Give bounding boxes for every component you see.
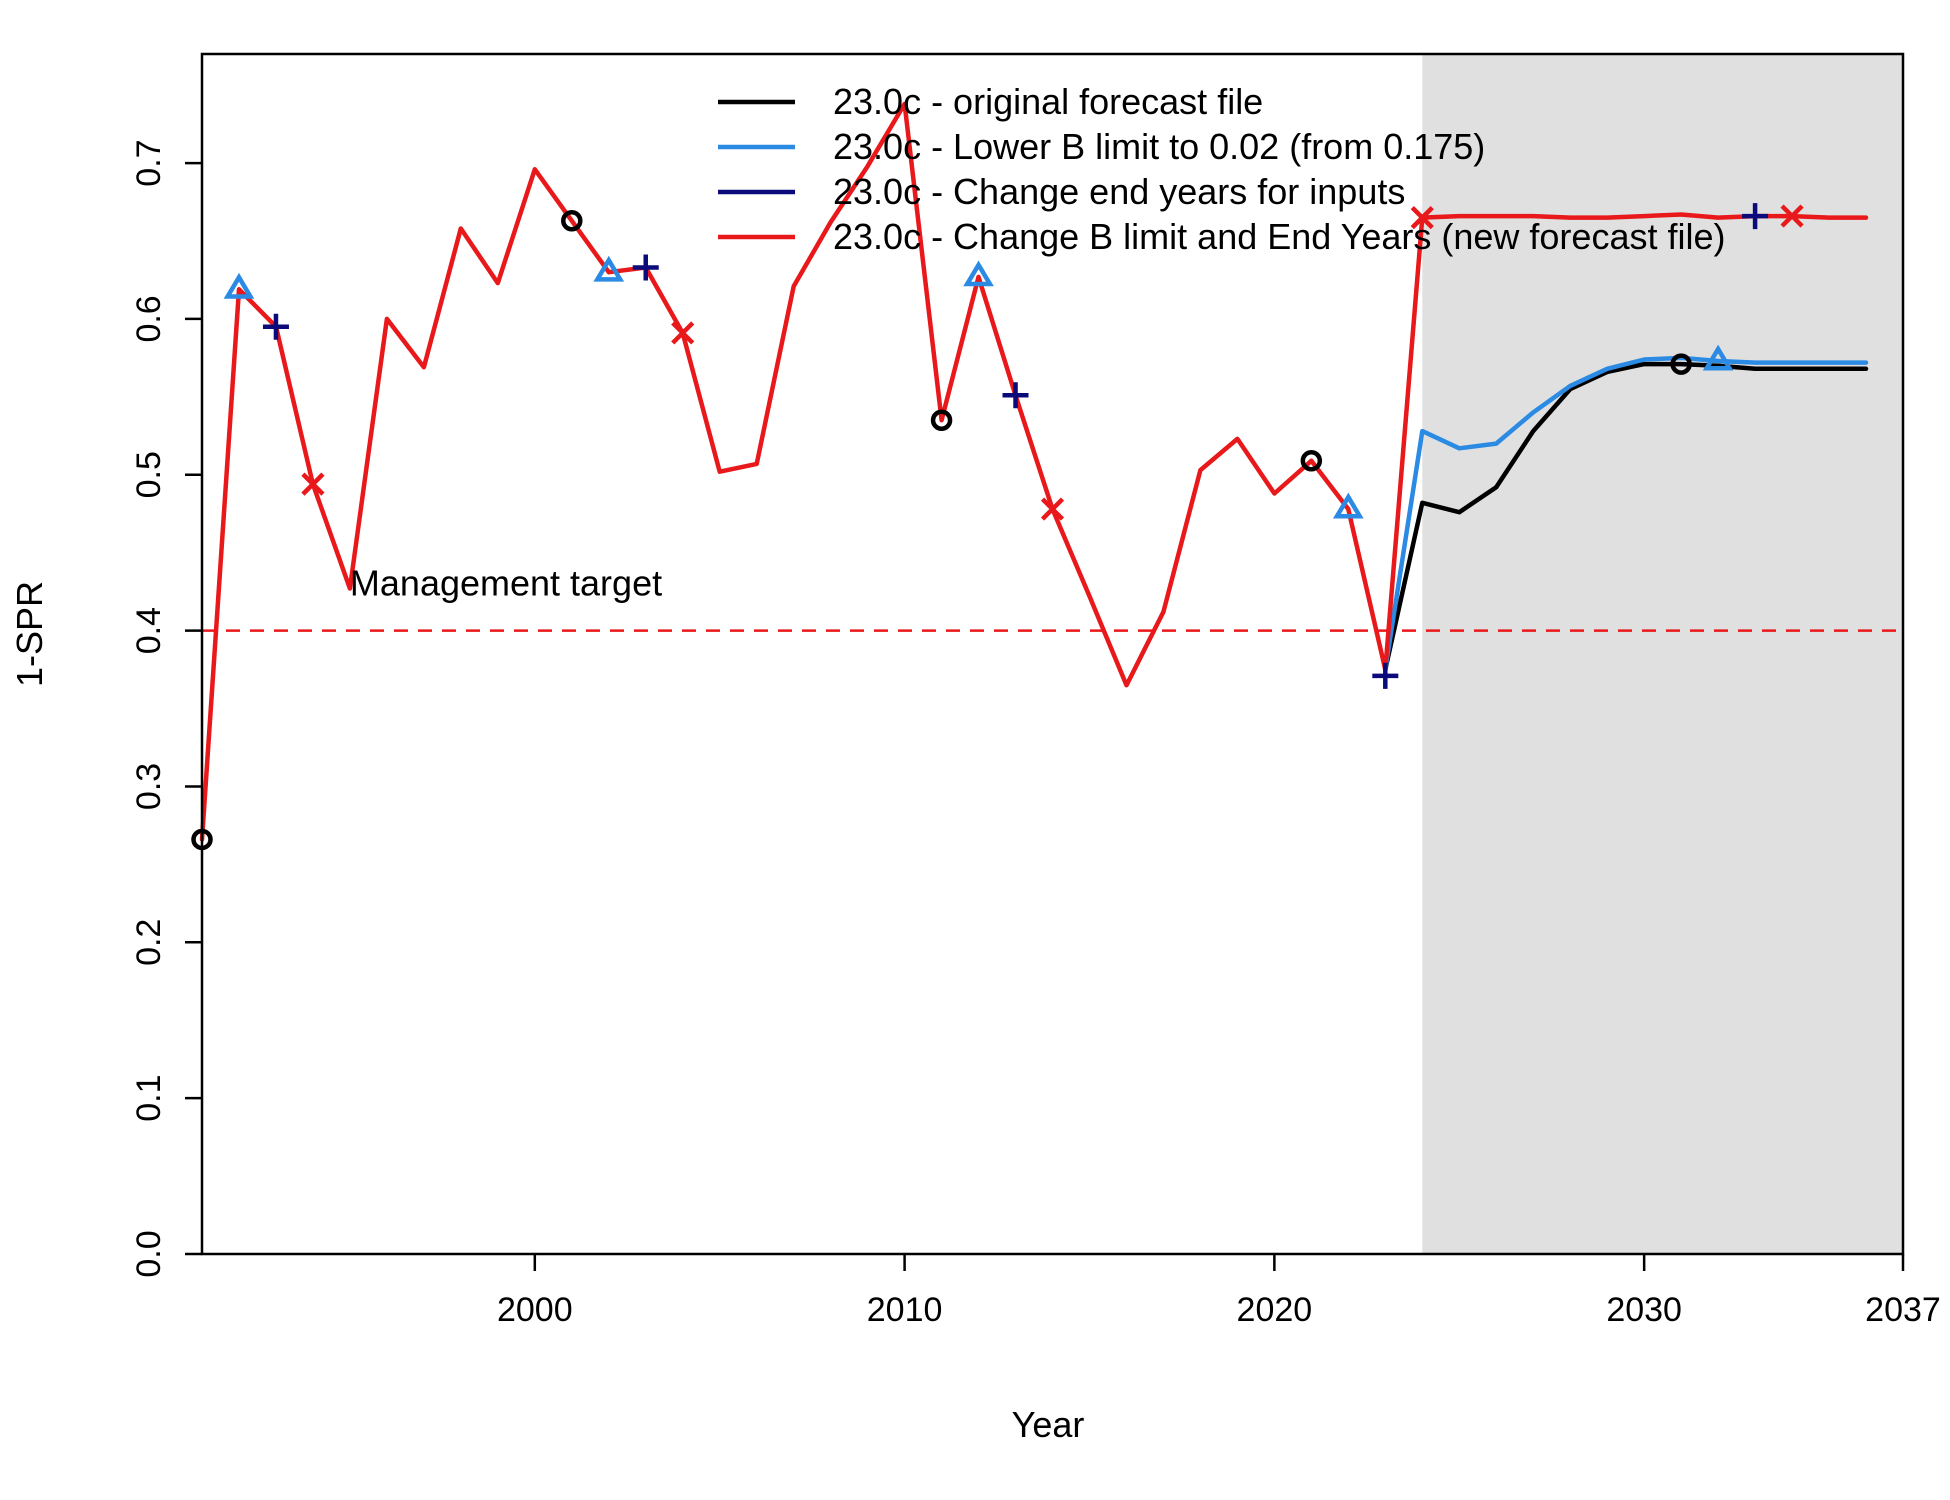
x-tick-label-4: 2030 (1606, 1291, 1682, 1329)
series-3-marker-4 (1372, 662, 1399, 689)
series-line-4 (199, 101, 1869, 842)
series-2-marker-5 (1702, 344, 1734, 371)
x-tick-label-5: 2037 (1865, 1291, 1941, 1329)
y-tick-label-2: 0.1 (130, 1075, 168, 1122)
series-2-marker-4 (1332, 492, 1364, 519)
x-tick-label-2: 2010 (867, 1291, 943, 1329)
y-tick-label-3: 0.2 (130, 919, 168, 966)
series-lines-layer (199, 101, 1869, 842)
y-tick-label-6: 0.5 (130, 451, 168, 498)
forecast-shade-layer (1422, 54, 1903, 1254)
series-line-1 (1383, 361, 1869, 672)
y-tick-label-4: 0.3 (130, 763, 168, 810)
x-tick-label-3: 2020 (1237, 1291, 1313, 1329)
plot-frame-layer (200, 52, 1905, 1256)
series-3-marker-1 (262, 313, 289, 340)
series-4-marker-1 (301, 472, 325, 496)
x-axis: 2000 2010 2020 2030 2037 (497, 1254, 1941, 1329)
series-2-marker-2 (593, 255, 625, 282)
series-4-marker-2 (671, 321, 695, 345)
y-tick-label-7: 0.6 (130, 295, 168, 342)
reference-line-label: Management target (350, 563, 662, 604)
series-1-marker-2 (561, 210, 583, 232)
series-1-marker-4 (1300, 450, 1323, 472)
x-axis-title: Year (1012, 1404, 1085, 1445)
legend-label-3: 23.0c - Change end years for inputs (833, 171, 1405, 212)
legend-label-4: 23.0c - Change B limit and End Years (ne… (833, 216, 1725, 257)
series-3-marker-2 (632, 254, 659, 281)
series-4-marker-3 (1040, 497, 1065, 521)
series-4-marker-4 (1410, 206, 1434, 230)
series-3-marker-3 (1002, 382, 1029, 409)
x-tick-label-1: 2000 (497, 1291, 573, 1329)
series-line-2 (1383, 355, 1869, 672)
series-4-marker-5 (1780, 204, 1804, 228)
series-2-marker-1 (223, 272, 255, 299)
y-tick-label-1: 0.0 (130, 1230, 168, 1277)
series-markers-layer (191, 203, 1804, 851)
legend-label-1: 23.0c - original forecast file (833, 81, 1263, 122)
y-tick-label-8: 0.7 (130, 139, 168, 186)
y-axis: 0.0 0.1 0.2 0.3 0.4 0.5 0.6 0.7 (130, 139, 202, 1278)
forecast-shade (1422, 54, 1903, 1254)
legend-label-2: 23.0c - Lower B limit to 0.02 (from 0.17… (833, 126, 1485, 167)
series-1-marker-3 (930, 409, 953, 431)
y-tick-label-5: 0.4 (130, 607, 168, 654)
series-2-marker-3 (963, 260, 994, 287)
series-1-marker-5 (1670, 353, 1692, 375)
series-3-marker-5 (1742, 203, 1769, 230)
y-axis-title: 1-SPR (9, 581, 50, 687)
plot-frame (200, 52, 1905, 1256)
